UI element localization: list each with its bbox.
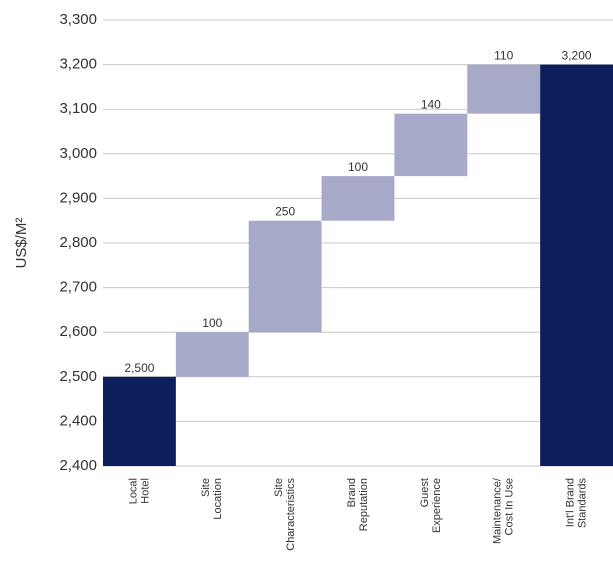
bar xyxy=(467,64,541,114)
y-tick-label: 3,100 xyxy=(59,100,97,117)
y-tick-label: 3,200 xyxy=(59,56,97,73)
x-tick-label: Reputation xyxy=(358,478,370,531)
bar xyxy=(248,220,322,333)
x-tick-label: Int'l Brand xyxy=(564,478,576,527)
y-tick-label: 3,300 xyxy=(59,11,97,28)
x-tick-label: Brand xyxy=(346,478,358,507)
x-tick-label: Maintenance/ xyxy=(492,477,504,544)
x-tick-label: Local xyxy=(127,478,139,504)
y-tick-label: 3,000 xyxy=(59,145,97,162)
bar xyxy=(321,176,395,221)
value-label: 250 xyxy=(275,205,295,219)
value-label: 100 xyxy=(348,160,368,174)
y-tick-label: 2,400 xyxy=(59,457,97,474)
bar xyxy=(103,376,176,466)
value-label: 140 xyxy=(421,98,441,112)
x-tick-label: Cost In Use xyxy=(504,478,516,535)
x-tick-label: Site xyxy=(273,478,285,497)
bar xyxy=(175,332,249,377)
value-label: 110 xyxy=(494,49,513,63)
value-label: 3,200 xyxy=(562,49,592,63)
y-axis-label: US$/M² xyxy=(13,218,30,269)
y-tick-label: 2,900 xyxy=(59,189,97,206)
y-tick-label: 2,400 xyxy=(59,412,97,429)
y-tick-label: 2,600 xyxy=(59,323,97,340)
x-tick-label: Hotel xyxy=(139,478,151,504)
value-label: 100 xyxy=(202,316,222,330)
x-tick-label: Guest xyxy=(419,478,431,507)
y-tick-label: 2,700 xyxy=(59,279,97,296)
x-tick-label: Site xyxy=(200,478,212,497)
y-tick-label: 2,800 xyxy=(59,234,97,251)
x-tick-label: Location xyxy=(212,478,224,520)
value-label: 2,500 xyxy=(124,361,154,375)
x-tick-label: Standards xyxy=(576,478,588,529)
bar xyxy=(540,64,613,466)
y-tick-label: 2,500 xyxy=(59,368,97,385)
x-tick-label: Experience xyxy=(431,478,443,533)
x-tick-label: Characteristics xyxy=(285,478,297,551)
bar xyxy=(394,113,468,177)
